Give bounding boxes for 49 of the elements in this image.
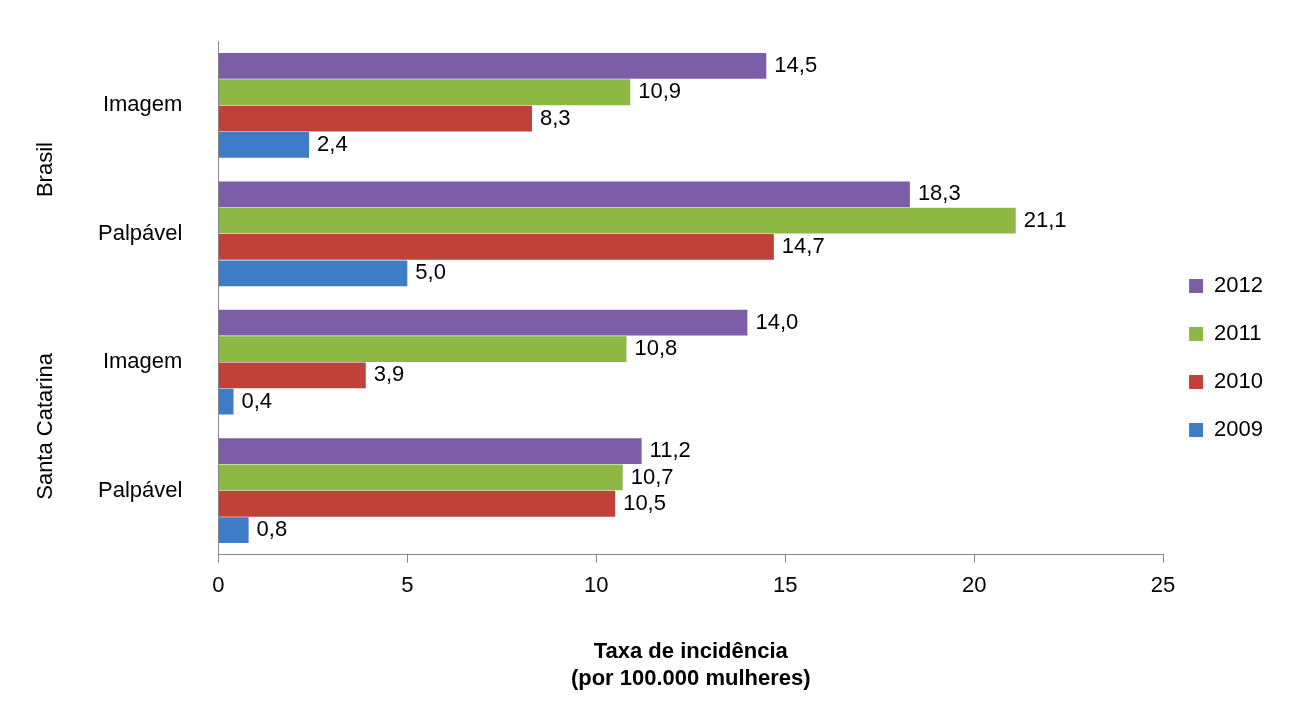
bar [218, 336, 627, 362]
legend-label: 2010 [1214, 368, 1264, 394]
bar [218, 131, 310, 158]
data-label: 0,8 [256, 516, 288, 542]
bar [218, 388, 234, 415]
bar [218, 207, 1016, 234]
bar [218, 464, 623, 491]
data-label: 5,0 [415, 259, 446, 285]
x-tick-label: 10 [584, 572, 609, 598]
data-label: 18,3 [917, 180, 961, 206]
data-label: 11,2 [649, 437, 691, 463]
data-label: 10,7 [630, 463, 674, 489]
data-label: 0,4 [241, 387, 273, 413]
data-label: 3,9 [373, 361, 405, 387]
bar [218, 105, 533, 132]
bar [218, 260, 408, 287]
data-label: 14,7 [781, 233, 825, 259]
bar [218, 53, 767, 79]
y-tick-label: Palpável [98, 476, 183, 502]
x-axis-title: Taxa de incidência (por 100.000 mulheres) [570, 638, 811, 690]
text: Brasil [32, 142, 58, 198]
data-label: 10,9 [638, 78, 682, 104]
legend-label: 2012 [1214, 272, 1264, 298]
data-label: 8,3 [540, 104, 571, 130]
bar [218, 181, 910, 208]
bar [218, 79, 631, 106]
y-tick-label: Imagem [102, 348, 183, 374]
data-label: 14,5 [774, 51, 818, 77]
data-label: 2,4 [317, 130, 348, 156]
legend-label: 2011 [1214, 320, 1262, 346]
text: Santa Catarina [32, 352, 58, 500]
data-label: 21,1 [1023, 206, 1067, 232]
x-tick-label: 0 [212, 572, 225, 598]
x-tick-label: 5 [401, 572, 414, 598]
y-tick-label: Palpável [98, 219, 183, 245]
data-label: 14,0 [755, 308, 799, 334]
x-tick-label: 25 [1150, 572, 1176, 598]
y-tick-label: Imagem [102, 91, 183, 117]
data-label: 10,8 [634, 335, 678, 361]
x-tick-label: 20 [961, 572, 987, 598]
bar [218, 438, 642, 465]
bar [218, 234, 774, 260]
bar [218, 490, 616, 517]
x-tick-label: 15 [772, 572, 798, 598]
data-label: 10,5 [623, 489, 666, 515]
bar [218, 309, 748, 336]
bar [218, 517, 249, 543]
legend-label: 2009 [1214, 416, 1264, 442]
bar [218, 362, 366, 389]
